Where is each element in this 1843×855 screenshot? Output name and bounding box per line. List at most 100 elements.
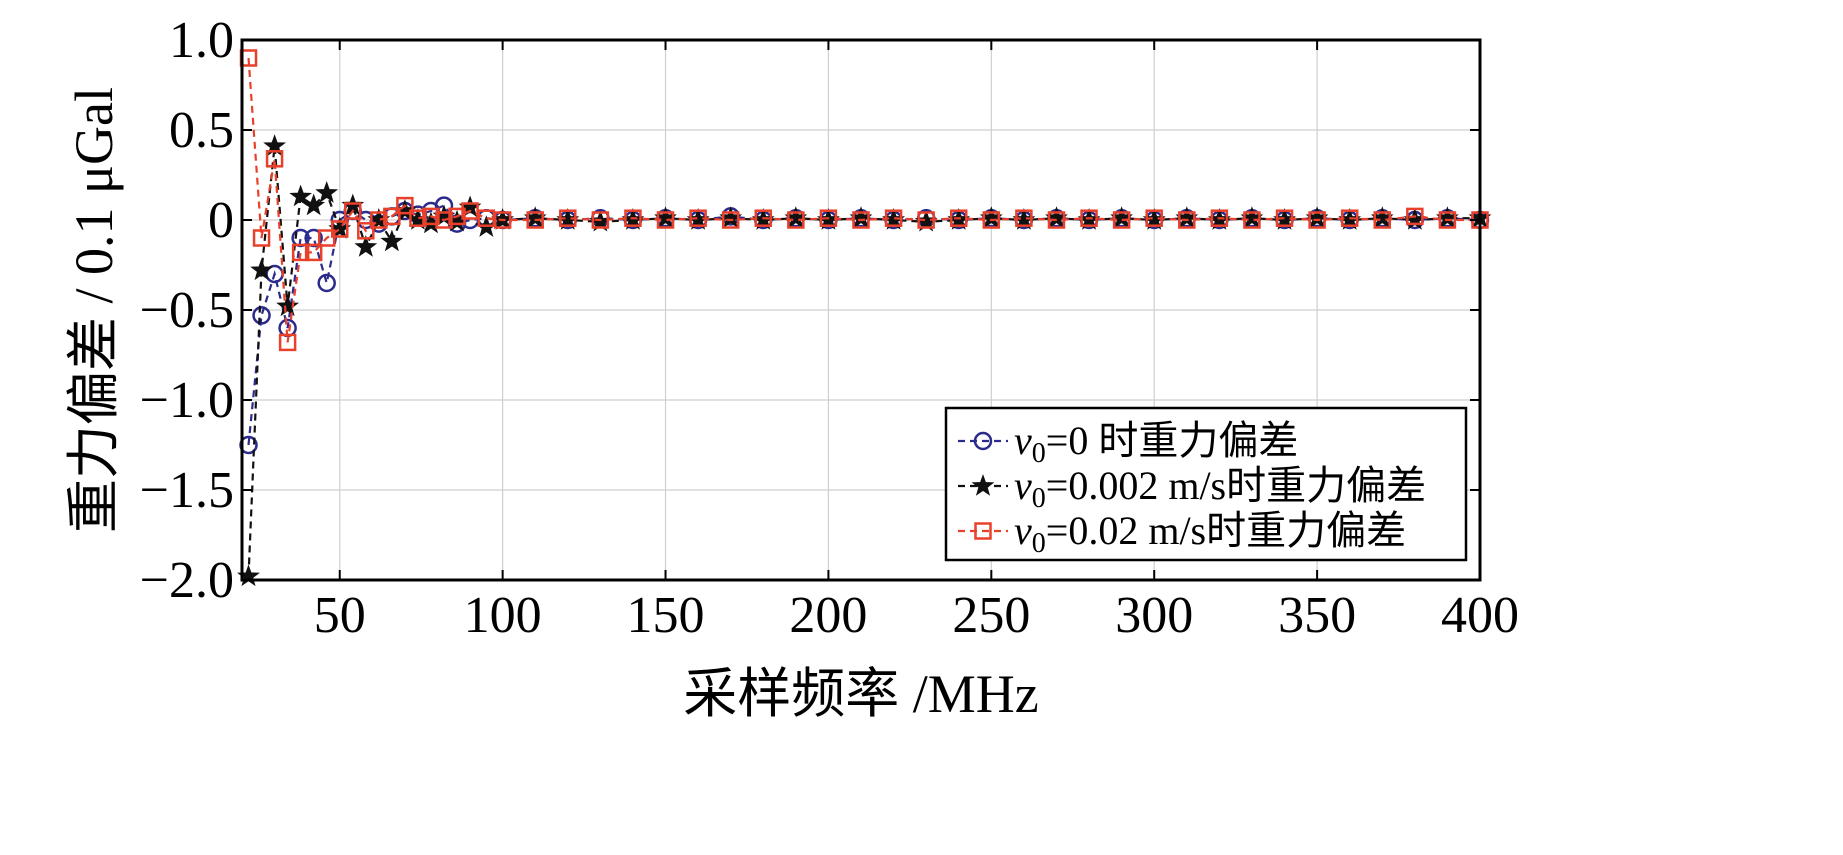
legend-rest: =0 时重力偏差: [1046, 418, 1299, 463]
data-point: [317, 273, 336, 293]
data-point: [422, 207, 440, 226]
legend-rest: =0.002 m/s时重力偏差: [1046, 463, 1426, 508]
y-tick-label: −0.5: [140, 282, 234, 339]
data-point: [357, 222, 375, 240]
legend-label: v0=0 时重力偏差: [1014, 418, 1298, 469]
data-point: [884, 209, 903, 227]
data-point: [1406, 207, 1424, 226]
data-point: [624, 209, 642, 227]
data-point: [1275, 209, 1294, 227]
data-point: [656, 211, 675, 229]
series-line: [247, 57, 1480, 343]
y-axis-title: 重力偏差 / 0.1 μGal: [64, 87, 124, 533]
x-tick-label: 400: [1441, 587, 1519, 644]
y-tick-label: −2.0: [140, 552, 234, 609]
y-tick-label: 1.0: [169, 12, 234, 69]
data-point: [852, 211, 870, 229]
tick-layer: 50 100 150 200 250 300 350 400 1.0 0.5 0 −0.5 −1.0 −1…: [140, 12, 1519, 644]
x-tick-label: 100: [464, 587, 542, 644]
data-point: [1112, 211, 1131, 229]
data-point: [315, 181, 339, 203]
legend-entry: v0=0.02 m/s时重力偏差: [958, 508, 1406, 559]
data-point: [409, 209, 427, 227]
data-point: [396, 196, 414, 215]
data-point: [754, 209, 773, 227]
data-point: [559, 209, 577, 227]
data-point: [787, 211, 805, 229]
data-point: [435, 211, 453, 229]
x-axis-title: 采样频率 /MHz: [683, 664, 1038, 724]
legend-label: v0=0.002 m/s时重力偏差: [1014, 463, 1426, 514]
y-tick-label: 0: [208, 192, 234, 249]
series-layer: [237, 49, 1492, 587]
data-point: [448, 207, 466, 226]
data-point: [819, 209, 838, 227]
data-point: [252, 306, 271, 325]
data-point: [949, 209, 968, 227]
data-point: [383, 207, 401, 226]
x-tick-label: 150: [627, 587, 705, 644]
x-tick-label: 300: [1115, 587, 1193, 644]
data-point: [278, 333, 297, 352]
data-point: [917, 211, 935, 229]
x-tick-label: 350: [1278, 587, 1356, 644]
legend-var: v: [1014, 418, 1032, 463]
data-point: [291, 243, 310, 262]
legend-entry: v0=0.002 m/s时重力偏差: [958, 463, 1426, 514]
legend-marker: [974, 522, 992, 540]
data-point: [1340, 209, 1359, 227]
data-point: [1243, 211, 1261, 229]
data-point: [982, 211, 1001, 229]
legend-marker: [971, 474, 995, 496]
data-point: [1015, 209, 1033, 227]
data-point: [1210, 209, 1229, 227]
data-point: [370, 211, 388, 229]
legend-entry: v0=0 时重力偏差: [958, 418, 1298, 469]
legend-var: v: [1014, 508, 1032, 553]
data-point: [380, 229, 404, 252]
data-point: [1178, 211, 1196, 229]
data-point: [1308, 211, 1326, 229]
legend-var: v: [1014, 463, 1032, 508]
data-point: [354, 235, 378, 257]
data-point: [1145, 209, 1163, 227]
data-point: [689, 209, 707, 227]
series-2: [239, 49, 1489, 352]
y-tick-label: −1.0: [140, 372, 234, 429]
data-point: [493, 211, 512, 229]
legend-subscript: 0: [1032, 528, 1046, 559]
y-tick-label: −1.5: [140, 462, 234, 519]
x-tick-label: 50: [314, 587, 366, 644]
data-point: [330, 220, 349, 238]
data-point: [1438, 211, 1457, 229]
data-point: [526, 211, 544, 229]
data-point: [344, 202, 362, 220]
x-tick-label: 250: [952, 587, 1030, 644]
data-point: [477, 209, 496, 227]
data-point: [250, 258, 273, 281]
x-tick-label: 200: [789, 587, 867, 644]
data-point: [1047, 211, 1066, 229]
data-point: [1373, 211, 1392, 229]
data-point: [302, 193, 326, 216]
data-point: [304, 243, 323, 262]
data-point: [461, 202, 479, 220]
legend-box: [944, 406, 1468, 562]
legend-label: v0=0.02 m/s时重力偏差: [1014, 508, 1406, 559]
data-point: [1080, 209, 1098, 227]
data-point: [276, 294, 300, 317]
data-point: [252, 229, 271, 247]
data-point: [265, 150, 284, 168]
data-point: [591, 211, 610, 229]
data-point: [721, 211, 740, 229]
y-tick-label: 0.5: [169, 102, 234, 159]
data-point: [289, 184, 313, 207]
legend-marker: [973, 431, 993, 451]
data-point: [317, 229, 336, 247]
legend-subscript: 0: [1032, 483, 1046, 514]
legend-subscript: 0: [1032, 438, 1046, 469]
